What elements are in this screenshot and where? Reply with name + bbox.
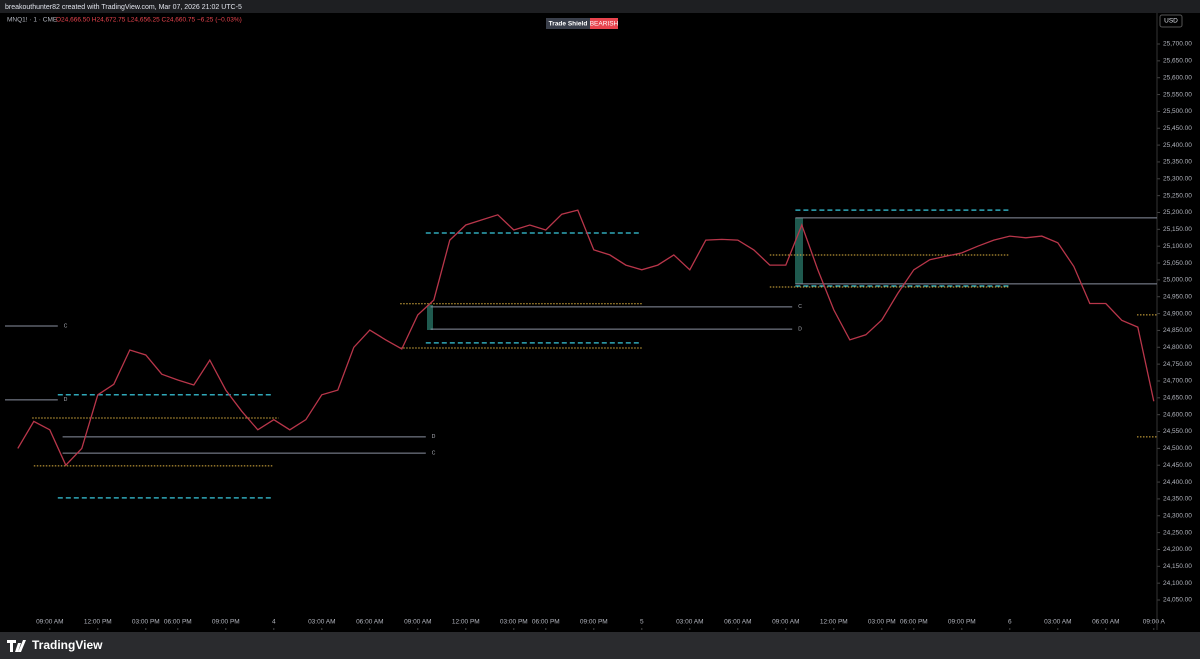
y-tick-label: 24,450.00 [1163,462,1192,469]
x-tick-label: 5 [640,619,644,626]
level-label: C [64,323,68,329]
x-tick-label: 09:00 A [1143,619,1166,626]
y-tick-label: 24,500.00 [1163,445,1192,452]
y-tick-label: 25,550.00 [1163,91,1192,98]
y-tick-label: 25,150.00 [1163,226,1192,233]
x-tick-label: 03:00 AM [676,619,703,626]
x-tick-label: 09:00 AM [772,619,799,626]
level-label: D [64,397,68,403]
symbol: MNQ1! · 1 · CME [7,17,58,24]
y-tick-label: 25,250.00 [1163,192,1192,199]
x-tick-label: 09:00 PM [948,619,976,626]
price-line [17,209,1155,467]
y-tick-label: 24,350.00 [1163,496,1192,503]
y-tick-label: 24,200.00 [1163,546,1192,553]
y-tick-label: 25,400.00 [1163,142,1192,149]
x-tick-label: 09:00 PM [212,619,240,626]
y-tick-label: 24,800.00 [1163,344,1192,351]
footer-bar [0,632,1200,659]
x-tick-label: 09:00 AM [404,619,431,626]
x-tick-label: 12:00 PM [452,619,480,626]
zone [795,218,803,284]
zone [427,305,433,330]
y-tick-label: 24,850.00 [1163,327,1192,334]
x-tick-label: 4 [272,619,276,626]
brand[interactable]: TradingView [32,638,103,652]
x-tick-label: 03:00 AM [1044,619,1071,626]
x-tick-label: 09:00 AM [36,619,63,626]
currency-box[interactable] [1159,14,1183,28]
y-tick-label: 25,300.00 [1163,176,1192,183]
currency[interactable]: USD [1164,18,1178,25]
ohlc: O24,666.50 H24,672.75 L24,656.25 C24,660… [56,17,242,24]
x-tick-label: 03:00 PM [132,619,160,626]
y-tick-label: 24,700.00 [1163,378,1192,385]
y-tick-label: 25,650.00 [1163,58,1192,65]
y-tick-label: 24,250.00 [1163,529,1192,536]
x-tick-label: 09:00 PM [580,619,608,626]
credit: breakouthunter82 created with TradingVie… [5,4,242,11]
x-tick-label: 12:00 PM [820,619,848,626]
x-tick-label: 06:00 AM [1092,619,1119,626]
y-tick-label: 24,950.00 [1163,293,1192,300]
badge-state-bg [590,18,618,29]
y-tick-label: 25,350.00 [1163,159,1192,166]
y-tick-label: 24,150.00 [1163,563,1192,570]
y-tick-label: 25,050.00 [1163,260,1192,267]
x-tick-label: 06:00 AM [724,619,751,626]
y-tick-label: 24,750.00 [1163,361,1192,368]
x-tick-label: 6 [1008,619,1012,626]
y-tick-label: 25,500.00 [1163,108,1192,115]
level-label: C [798,304,802,310]
x-tick-label: 06:00 AM [356,619,383,626]
logo [7,640,26,652]
badge-name: Trade Shield [549,21,588,28]
y-tick-label: 24,550.00 [1163,428,1192,435]
y-tick-label: 24,650.00 [1163,395,1192,402]
y-tick-label: 24,300.00 [1163,512,1192,519]
badge-state: BEARISH [590,21,619,28]
y-tick-label: 25,450.00 [1163,125,1192,132]
x-tick-label: 03:00 AM [308,619,335,626]
y-tick-label: 24,900.00 [1163,310,1192,317]
y-tick-label: 25,200.00 [1163,209,1192,216]
x-tick-label: 06:00 PM [532,619,560,626]
x-tick-label: 03:00 PM [868,619,896,626]
badge-bg [546,18,590,29]
y-tick-label: 25,700.00 [1163,41,1192,48]
y-tick-label: 24,600.00 [1163,411,1192,418]
y-tick-label: 25,600.00 [1163,74,1192,81]
y-tick-label: 24,400.00 [1163,479,1192,486]
x-tick-label: 06:00 PM [900,619,928,626]
y-tick-label: 25,000.00 [1163,277,1192,284]
x-tick-label: 06:00 PM [164,619,192,626]
level-label: D [432,434,436,440]
y-tick-label: 25,100.00 [1163,243,1192,250]
level-label: C [432,450,436,456]
y-tick-label: 24,100.00 [1163,580,1192,587]
level-label: D [798,326,802,332]
x-tick-label: 12:00 PM [84,619,112,626]
x-tick-label: 03:00 PM [500,619,528,626]
y-tick-label: 24,050.00 [1163,597,1192,604]
top-bar [0,0,1200,13]
